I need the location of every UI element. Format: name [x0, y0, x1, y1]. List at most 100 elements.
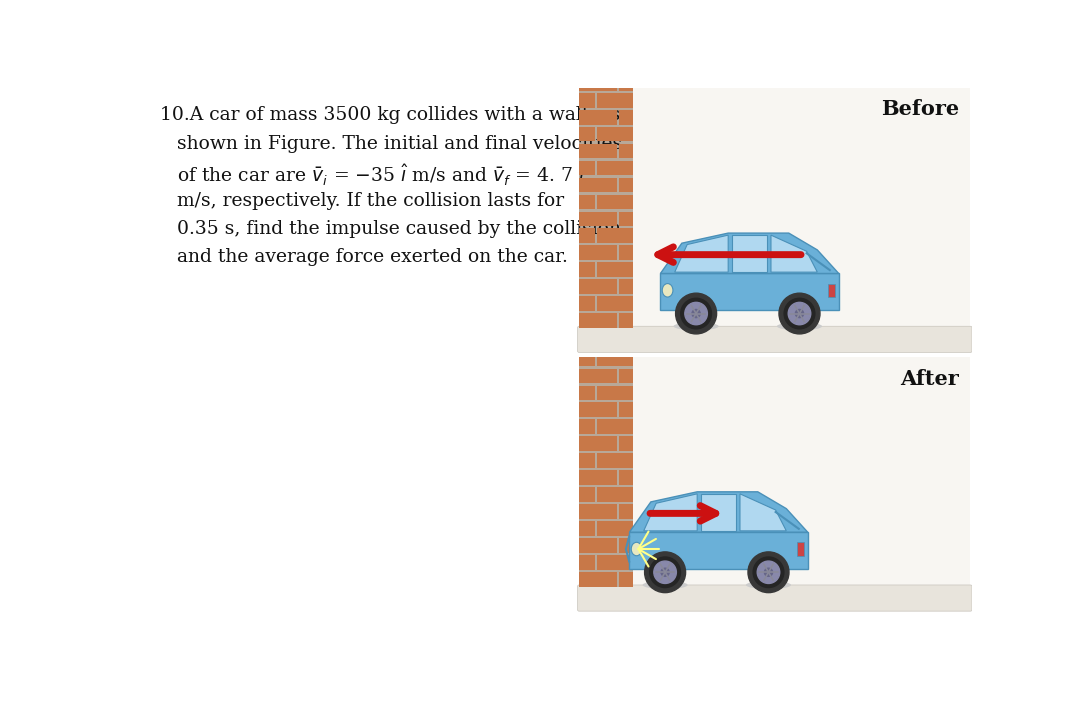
Text: 10.A car of mass 3500 kg collides with a wall, as: 10.A car of mass 3500 kg collides with a…: [160, 106, 620, 124]
Bar: [597, 453, 633, 468]
Bar: [619, 369, 633, 383]
Bar: [619, 504, 633, 519]
Circle shape: [757, 561, 780, 584]
Polygon shape: [771, 235, 818, 272]
Bar: [597, 194, 633, 209]
Bar: [619, 177, 633, 192]
Ellipse shape: [777, 322, 822, 330]
Bar: [579, 470, 617, 485]
Circle shape: [653, 561, 676, 584]
Polygon shape: [661, 233, 839, 273]
Circle shape: [748, 552, 789, 593]
Ellipse shape: [746, 581, 791, 589]
Bar: [579, 246, 617, 260]
Polygon shape: [644, 494, 698, 531]
Bar: [797, 542, 805, 555]
Bar: [619, 211, 633, 226]
Polygon shape: [675, 235, 728, 272]
Bar: [579, 194, 595, 209]
Bar: [828, 284, 835, 297]
Bar: [619, 403, 633, 417]
Bar: [579, 229, 595, 243]
Bar: [597, 386, 633, 400]
Text: of the car are $\bar{v}_i$ = $-$35 $\hat{\imath}$ m/s and $\bar{v}_f$ = 4. 7 $\h: of the car are $\bar{v}_i$ = $-$35 $\hat…: [177, 163, 586, 188]
Bar: [597, 127, 633, 142]
Bar: [619, 144, 633, 158]
Bar: [579, 357, 633, 586]
Ellipse shape: [631, 542, 642, 555]
Bar: [579, 87, 633, 328]
FancyBboxPatch shape: [578, 326, 972, 353]
Ellipse shape: [674, 322, 718, 330]
Text: shown in Figure. The initial and final velocities: shown in Figure. The initial and final v…: [177, 134, 622, 153]
Circle shape: [779, 293, 820, 334]
Bar: [597, 93, 633, 108]
Circle shape: [661, 568, 670, 577]
Bar: [579, 487, 595, 502]
Bar: [579, 144, 617, 158]
Circle shape: [784, 298, 814, 329]
Bar: [619, 470, 633, 485]
Polygon shape: [630, 492, 808, 532]
Bar: [597, 555, 633, 570]
Circle shape: [753, 557, 784, 588]
Bar: [579, 436, 617, 451]
Circle shape: [765, 568, 772, 577]
Bar: [597, 487, 633, 502]
Bar: [579, 211, 617, 226]
Polygon shape: [701, 494, 737, 531]
Bar: [579, 127, 595, 142]
Bar: [579, 572, 617, 586]
Bar: [579, 296, 595, 311]
Text: m/s, respectively. If the collision lasts for: m/s, respectively. If the collision last…: [177, 191, 564, 210]
Bar: [597, 296, 633, 311]
Circle shape: [680, 298, 712, 329]
Circle shape: [650, 557, 680, 588]
Bar: [619, 313, 633, 328]
Ellipse shape: [643, 581, 688, 589]
Bar: [579, 87, 971, 351]
Bar: [579, 403, 617, 417]
Bar: [579, 313, 617, 328]
Bar: [579, 93, 595, 108]
Bar: [579, 87, 617, 91]
Bar: [597, 229, 633, 243]
Polygon shape: [740, 494, 786, 531]
Bar: [579, 521, 595, 536]
Bar: [579, 369, 617, 383]
Circle shape: [692, 310, 700, 318]
Bar: [597, 420, 633, 434]
Bar: [597, 161, 633, 175]
Bar: [579, 110, 617, 125]
Bar: [619, 538, 633, 553]
Bar: [579, 386, 595, 400]
Bar: [597, 357, 633, 366]
Bar: [579, 177, 617, 192]
Circle shape: [788, 302, 811, 325]
Circle shape: [676, 293, 717, 334]
Bar: [579, 420, 595, 434]
Bar: [579, 538, 617, 553]
FancyBboxPatch shape: [578, 585, 972, 611]
Bar: [579, 504, 617, 519]
Bar: [579, 279, 617, 294]
Circle shape: [795, 310, 804, 318]
Bar: [597, 263, 633, 277]
Bar: [579, 357, 971, 610]
Bar: [579, 161, 595, 175]
Ellipse shape: [662, 284, 673, 297]
Bar: [619, 279, 633, 294]
Bar: [579, 555, 595, 570]
Text: and the average force exerted on the car.: and the average force exerted on the car…: [177, 249, 568, 267]
Bar: [579, 357, 595, 366]
Bar: [619, 110, 633, 125]
Text: 0.35 s, find the impulse caused by the collision: 0.35 s, find the impulse caused by the c…: [177, 220, 621, 238]
Bar: [619, 87, 633, 91]
Circle shape: [685, 302, 707, 325]
Bar: [579, 263, 595, 277]
Text: Before: Before: [880, 99, 959, 119]
Polygon shape: [630, 532, 808, 570]
Polygon shape: [661, 273, 839, 310]
Bar: [619, 436, 633, 451]
Bar: [597, 521, 633, 536]
